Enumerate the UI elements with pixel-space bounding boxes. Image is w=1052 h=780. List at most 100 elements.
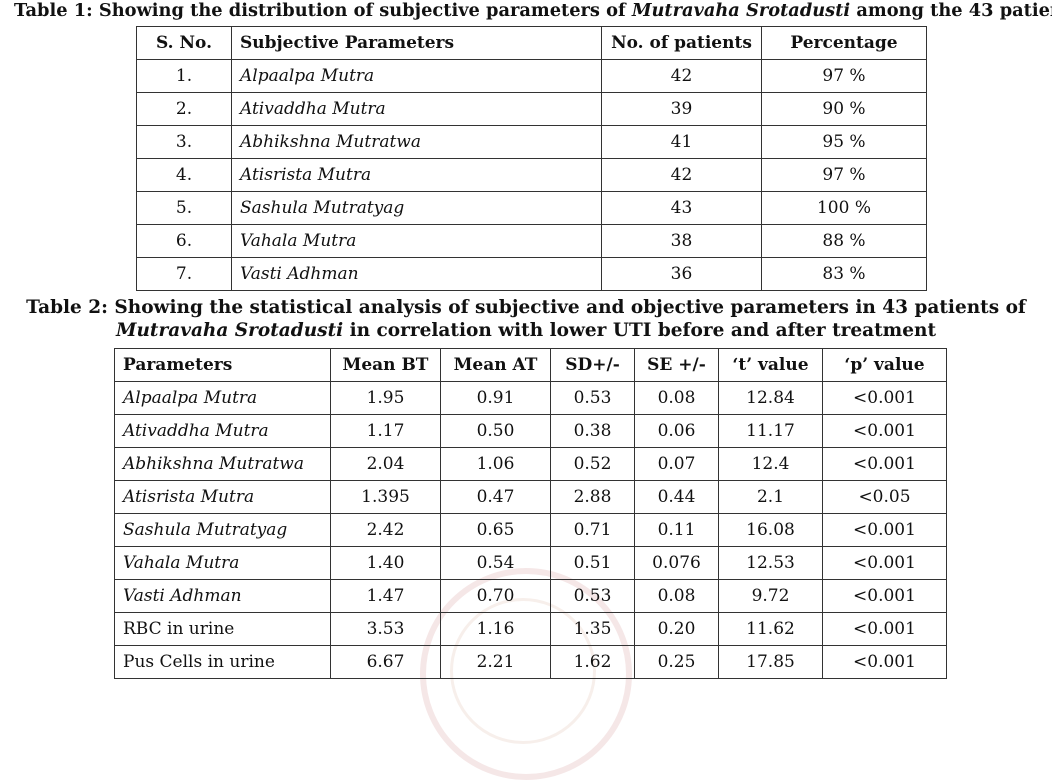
table1-caption-italic: Mutravaha Srotadusti (631, 0, 851, 21)
table2-cell-mean-bt: 3.53 (330, 612, 441, 646)
table1-cell-parameter: Vahala Mutra (231, 224, 602, 258)
table2-cell-p-value: <0.001 (822, 513, 947, 547)
table-row: Sashula Mutratyag 2.42 0.65 0.71 0.11 16.08 <0… (114, 513, 947, 547)
table2-cell-mean-at: 0.65 (440, 513, 551, 547)
table2-cell-mean-at: 1.16 (440, 612, 551, 646)
table2-cell-p-value: <0.001 (822, 612, 947, 646)
table1-header-row: S. No. Subjective Parameters No. of pati… (136, 26, 927, 60)
table2-header-mean-bt: Mean BT (330, 348, 441, 382)
table2-header-row: Parameters Mean BT Mean AT SD+/- SE +/- … (114, 348, 947, 382)
table2-cell-t-value: 17.85 (718, 645, 823, 679)
table-row: 6. Vahala Mutra 38 88 % (136, 224, 927, 258)
table1-cell-percentage: 97 % (761, 59, 927, 93)
table2-header-mean-at: Mean AT (440, 348, 551, 382)
table1-cell-parameter: Abhikshna Mutratwa (231, 125, 602, 159)
table1-cell-patients: 41 (601, 125, 762, 159)
table2-cell-t-value: 11.17 (718, 414, 823, 448)
table1-caption-prefix: Table 1: Showing the distribution of sub… (14, 0, 632, 21)
table1-header-percentage: Percentage (761, 26, 927, 60)
table2-header-p-value: ‘p’ value (822, 348, 947, 382)
table1-cell-percentage: 95 % (761, 125, 927, 159)
table1-header-patients: No. of patients (601, 26, 762, 60)
table2-cell-sd: 0.71 (550, 513, 635, 547)
table1-cell-patients: 43 (601, 191, 762, 225)
table2-cell-parameter: Alpaalpa Mutra (114, 381, 331, 415)
table2-cell-p-value: <0.001 (822, 414, 947, 448)
table1-cell-sno: 5. (136, 191, 232, 225)
table2-cell-mean-at: 0.54 (440, 546, 551, 580)
table1-cell-parameter: Sashula Mutratyag (231, 191, 602, 225)
table2-cell-parameter: RBC in urine (114, 612, 331, 646)
table1: S. No. Subjective Parameters No. of pati… (136, 26, 927, 291)
table1-cell-patients: 36 (601, 257, 762, 291)
table2-cell-se: 0.076 (634, 546, 719, 580)
table1-cell-sno: 4. (136, 158, 232, 192)
table1-cell-patients: 38 (601, 224, 762, 258)
table2-cell-se: 0.06 (634, 414, 719, 448)
table2-cell-t-value: 12.84 (718, 381, 823, 415)
table2-cell-se: 0.07 (634, 447, 719, 481)
table2-caption-suffix: in correlation with lower UTI before and… (343, 320, 937, 341)
table-row: RBC in urine 3.53 1.16 1.35 0.20 11.62 <0.001 (114, 612, 947, 646)
table1-caption-suffix: among the 43 patients (856, 0, 1052, 21)
table2-cell-t-value: 12.53 (718, 546, 823, 580)
table2-cell-sd: 0.52 (550, 447, 635, 481)
table2-cell-mean-bt: 6.67 (330, 645, 441, 679)
table-row: Abhikshna Mutratwa 2.04 1.06 0.52 0.07 12.4 <0… (114, 447, 947, 481)
table2-caption-italic: Mutravaha Srotadusti (115, 320, 344, 341)
table2-cell-parameter: Sashula Mutratyag (114, 513, 331, 547)
table-row: Atisrista Mutra 1.395 0.47 2.88 0.44 2.1 <0.05 (114, 480, 947, 514)
table2-cell-mean-at: 2.21 (440, 645, 551, 679)
table-row: Pus Cells in urine 6.67 2.21 1.62 0.25 17.85 <… (114, 645, 947, 679)
table2-header-se: SE +/- (634, 348, 719, 382)
table1-cell-parameter: Alpaalpa Mutra (231, 59, 602, 93)
table2-cell-p-value: <0.001 (822, 579, 947, 613)
table1-cell-percentage: 88 % (761, 224, 927, 258)
table-row: 2. Ativaddha Mutra 39 90 % (136, 92, 927, 126)
table1-cell-sno: 7. (136, 257, 232, 291)
table2-header-parameters: Parameters (114, 348, 331, 382)
table2-cell-mean-bt: 1.40 (330, 546, 441, 580)
table2-caption-line1: Table 2: Showing the statistical analysi… (26, 297, 1026, 318)
table2-cell-t-value: 9.72 (718, 579, 823, 613)
table-row: Alpaalpa Mutra 1.95 0.91 0.53 0.08 12.84 <0.00… (114, 381, 947, 415)
table1-cell-sno: 1. (136, 59, 232, 93)
table-row: 7. Vasti Adhman 36 83 % (136, 257, 927, 291)
table2-cell-mean-bt: 1.395 (330, 480, 441, 514)
table-row: Vasti Adhman 1.47 0.70 0.53 0.08 9.72 <0.001 (114, 579, 947, 613)
table2-cell-parameter: Abhikshna Mutratwa (114, 447, 331, 481)
table2-cell-sd: 0.38 (550, 414, 635, 448)
table2-cell-sd: 0.51 (550, 546, 635, 580)
table2-cell-p-value: <0.001 (822, 447, 947, 481)
table2-cell-se: 0.25 (634, 645, 719, 679)
table2-cell-p-value: <0.001 (822, 381, 947, 415)
table2-cell-parameter: Vahala Mutra (114, 546, 331, 580)
table2-cell-se: 0.20 (634, 612, 719, 646)
table1-cell-parameter: Ativaddha Mutra (231, 92, 602, 126)
table2-cell-sd: 1.35 (550, 612, 635, 646)
table2-cell-p-value: <0.05 (822, 480, 947, 514)
table2-cell-parameter: Vasti Adhman (114, 579, 331, 613)
table2-cell-mean-at: 0.47 (440, 480, 551, 514)
table1-cell-parameter: Vasti Adhman (231, 257, 602, 291)
table2-cell-t-value: 2.1 (718, 480, 823, 514)
table-row: 1. Alpaalpa Mutra 42 97 % (136, 59, 927, 93)
table2-cell-t-value: 16.08 (718, 513, 823, 547)
table2-cell-p-value: <0.001 (822, 546, 947, 580)
table-row: 5. Sashula Mutratyag 43 100 % (136, 191, 927, 225)
table-row: Vahala Mutra 1.40 0.54 0.51 0.076 12.53 <0.001 (114, 546, 947, 580)
table-row: 3. Abhikshna Mutratwa 41 95 % (136, 125, 927, 159)
table2-cell-parameter: Pus Cells in urine (114, 645, 331, 679)
table1-cell-patients: 42 (601, 59, 762, 93)
table1-cell-sno: 6. (136, 224, 232, 258)
table2-cell-mean-at: 0.70 (440, 579, 551, 613)
table2-cell-t-value: 11.62 (718, 612, 823, 646)
table2-cell-parameter: Ativaddha Mutra (114, 414, 331, 448)
table2-caption-line2: Mutravaha Srotadusti in correlation with… (0, 320, 1052, 342)
table1-cell-parameter: Atisrista Mutra (231, 158, 602, 192)
table-row: Ativaddha Mutra 1.17 0.50 0.38 0.06 11.17 <0.0… (114, 414, 947, 448)
table2-cell-mean-bt: 2.04 (330, 447, 441, 481)
table2-cell-se: 0.11 (634, 513, 719, 547)
table2-header-sd: SD+/- (550, 348, 635, 382)
table1-header-sno: S. No. (136, 26, 232, 60)
